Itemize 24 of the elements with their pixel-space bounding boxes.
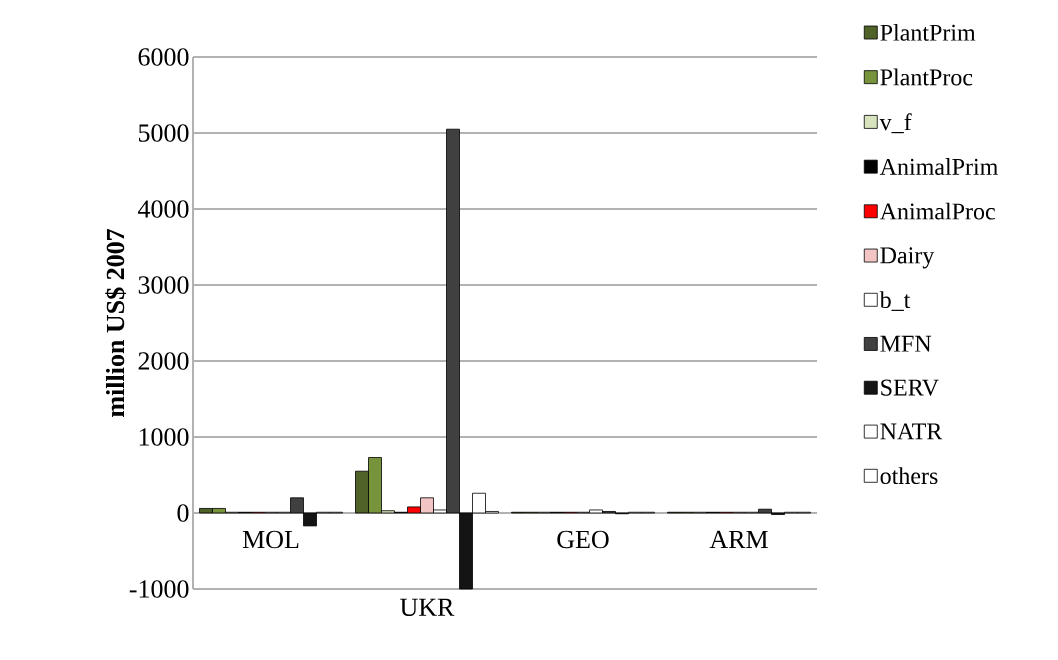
legend-label: PlantPrim: [880, 23, 976, 41]
y-tick-label: 3000: [138, 276, 189, 294]
legend-label: MFN: [880, 335, 932, 352]
legend-label: SERV: [881, 379, 939, 396]
y-tick-label: -1000: [129, 580, 189, 598]
legend-label: NATR: [880, 423, 943, 440]
x-tick-label: ARM: [709, 530, 768, 548]
y-tick-label: 2000: [138, 352, 189, 370]
x-tick-label: MOL: [242, 530, 299, 549]
y-tick-label: 0: [177, 504, 189, 522]
legend-label: others: [880, 467, 938, 485]
legend-label: b_t: [879, 291, 911, 311]
legend-label: Dairy: [880, 247, 935, 269]
legend-label: AnimalPrim: [879, 158, 998, 175]
x-tick-label: UKR: [400, 598, 455, 617]
y-tick-label: 6000: [138, 48, 189, 66]
y-axis-title: million US$ 2007: [105, 229, 126, 417]
y-tick-label: 4000: [137, 200, 189, 218]
y-tick-label: 5000: [138, 124, 189, 142]
legend-label: v_f: [879, 113, 912, 134]
legend-label: AnimalProc: [879, 202, 995, 220]
legend-label: PlantProc: [880, 68, 973, 86]
x-tick-label: GEO: [557, 530, 609, 549]
y-tick-label: 1000: [139, 428, 189, 446]
